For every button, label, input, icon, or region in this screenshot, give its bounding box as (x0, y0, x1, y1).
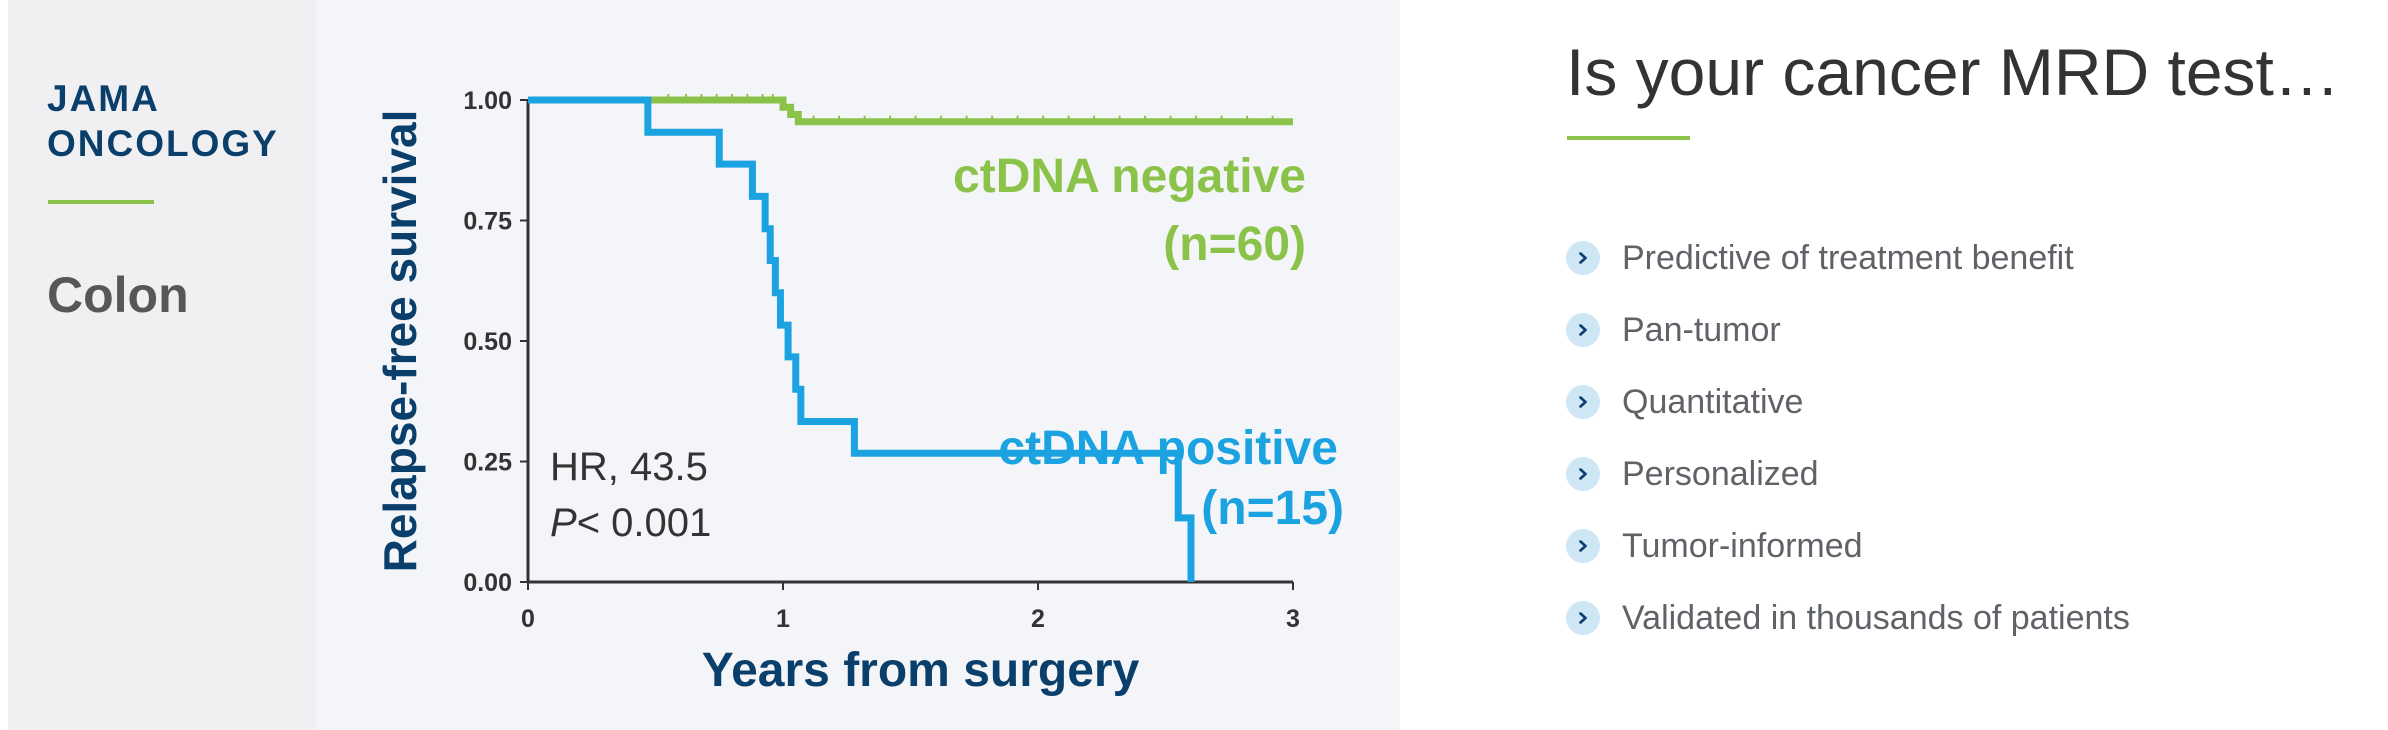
y-axis-label: Relapse-free survival (374, 110, 426, 573)
x-tick-label: 2 (1031, 605, 1045, 633)
x-axis-label: Years from surgery (702, 644, 1140, 697)
negative-curve (528, 96, 1293, 126)
hazard-ratio-label: HR, 43.5 (550, 445, 708, 489)
series-label-negative: ctDNA negative (953, 150, 1306, 203)
chart-series (528, 94, 1293, 582)
title-divider (1567, 136, 1690, 140)
journal-line-1: JAMA (47, 78, 160, 119)
feature-text: Predictive of treatment benefit (1622, 238, 2074, 277)
y-tick-label: 0.25 (463, 449, 512, 477)
journal-divider (48, 200, 154, 204)
positive-curve (528, 96, 1195, 582)
series-label-positive: ctDNA positive (998, 422, 1338, 475)
feature-item: Predictive of treatment benefit (1566, 222, 2130, 294)
feature-item: Pan-tumor (1566, 294, 2130, 366)
p-value-label: P< 0.001 (550, 501, 711, 545)
indication-label: Colon (47, 267, 189, 323)
x-tick-label: 3 (1286, 605, 1300, 633)
chart-labels: Years from surgery Relapse-free survival c… (374, 110, 1344, 697)
feature-item: Validated in thousands of patients (1566, 582, 2130, 654)
feature-item: Personalized (1566, 438, 2130, 510)
journal-name: JAMA ONCOLOGY (47, 76, 279, 166)
feature-list: Predictive of treatment benefit Pan-tumor… (1566, 222, 2130, 654)
left-band (8, 0, 316, 730)
y-tick-label: 0.75 (463, 208, 512, 236)
y-tick-label: 1.00 (463, 87, 512, 115)
p-value: < 0.001 (577, 501, 712, 545)
feature-item: Tumor-informed (1566, 510, 2130, 582)
p-symbol: P (550, 501, 577, 545)
chevron-right-icon (1566, 385, 1600, 419)
feature-item: Quantitative (1566, 366, 2130, 438)
feature-text: Validated in thousands of patients (1622, 598, 2130, 637)
feature-text: Personalized (1622, 454, 1819, 493)
y-tick-label: 0.50 (463, 328, 512, 356)
series-n-negative: (n=60) (1163, 218, 1306, 271)
chevron-right-icon (1566, 241, 1600, 275)
y-tick-label: 0.00 (463, 569, 512, 597)
x-tick-label: 0 (521, 605, 535, 633)
chart-axes: 0.00 0.25 0.50 0.75 1.00 0 1 2 3 (463, 87, 1300, 633)
page-title: Is your cancer MRD test… (1566, 35, 2340, 109)
chevron-right-icon (1566, 601, 1600, 635)
feature-text: Tumor-informed (1622, 526, 1863, 565)
survival-chart: 0.00 0.25 0.50 0.75 1.00 0 1 2 3 Years from surg… (374, 87, 1344, 697)
chevron-right-icon (1566, 457, 1600, 491)
journal-line-2: ONCOLOGY (47, 123, 279, 164)
feature-text: Quantitative (1622, 382, 1804, 421)
feature-text: Pan-tumor (1622, 310, 1781, 349)
chevron-right-icon (1566, 529, 1600, 563)
x-tick-label: 1 (776, 605, 790, 633)
chevron-right-icon (1566, 313, 1600, 347)
series-n-positive: (n=15) (1201, 482, 1344, 535)
